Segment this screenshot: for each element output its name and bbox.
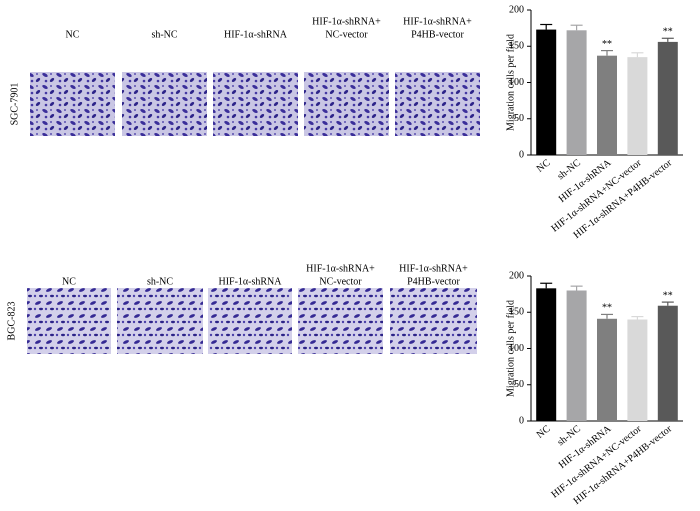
- y-tick-label: 200: [509, 270, 524, 281]
- micrograph: [395, 72, 480, 136]
- column-label: HIF-1α-shRNA+: [399, 263, 468, 274]
- column-label: sh-NC: [147, 276, 173, 287]
- micrograph: [304, 72, 389, 136]
- y-tick-label: 150: [509, 41, 524, 52]
- bar: [627, 57, 648, 155]
- y-tick-label: 0: [519, 149, 524, 160]
- x-tick-label: NC: [535, 157, 553, 174]
- column-label: P4HB-vector: [407, 276, 460, 287]
- column-label: HIF-1α-shRNA+: [312, 16, 381, 27]
- column-label: HIF-1α-shRNA: [218, 276, 282, 287]
- column-label: NC: [62, 276, 76, 287]
- column-label: P4HB-vector: [411, 29, 464, 40]
- micrograph: [390, 288, 477, 354]
- y-tick-label: 200: [509, 4, 524, 15]
- micrograph: [208, 288, 292, 354]
- bar: [566, 290, 587, 421]
- significance: **: [663, 290, 673, 301]
- y-axis-label: Migration cells per field: [505, 300, 516, 397]
- bar: [597, 318, 617, 421]
- bar: [536, 288, 557, 421]
- y-tick-label: 100: [509, 343, 524, 354]
- column-label: NC: [66, 29, 80, 40]
- bar: [657, 305, 678, 421]
- x-tick-label: NC: [535, 423, 553, 440]
- bar: [566, 30, 587, 155]
- micrograph: [30, 72, 115, 136]
- micrograph: [298, 288, 383, 354]
- micrograph: [117, 288, 203, 354]
- column-label: NC-vector: [325, 29, 368, 40]
- significance: **: [602, 39, 612, 50]
- column-label: HIF-1α-shRNA: [224, 29, 288, 40]
- micrograph: [122, 72, 207, 136]
- micrograph: [213, 72, 298, 136]
- bar: [657, 41, 678, 155]
- significance: **: [663, 27, 673, 38]
- micrograph: [27, 288, 111, 354]
- y-tick-label: 50: [514, 379, 524, 390]
- column-label: NC-vector: [319, 276, 362, 287]
- column-label: HIF-1α-shRNA+: [403, 16, 472, 27]
- bar: [627, 319, 648, 421]
- y-axis-label: Migration cells per field: [505, 34, 516, 131]
- y-tick-label: 50: [514, 113, 524, 124]
- y-tick-label: 0: [519, 415, 524, 426]
- column-label: HIF-1α-shRNA+: [306, 263, 375, 274]
- column-label: sh-NC: [151, 29, 177, 40]
- y-tick-label: 100: [509, 77, 524, 88]
- y-tick-label: 150: [509, 307, 524, 318]
- bar: [597, 55, 617, 155]
- bar: [536, 29, 557, 156]
- significance: **: [602, 303, 612, 314]
- row-label: BGC-823: [6, 302, 17, 341]
- row-label: SGC-7901: [9, 83, 20, 126]
